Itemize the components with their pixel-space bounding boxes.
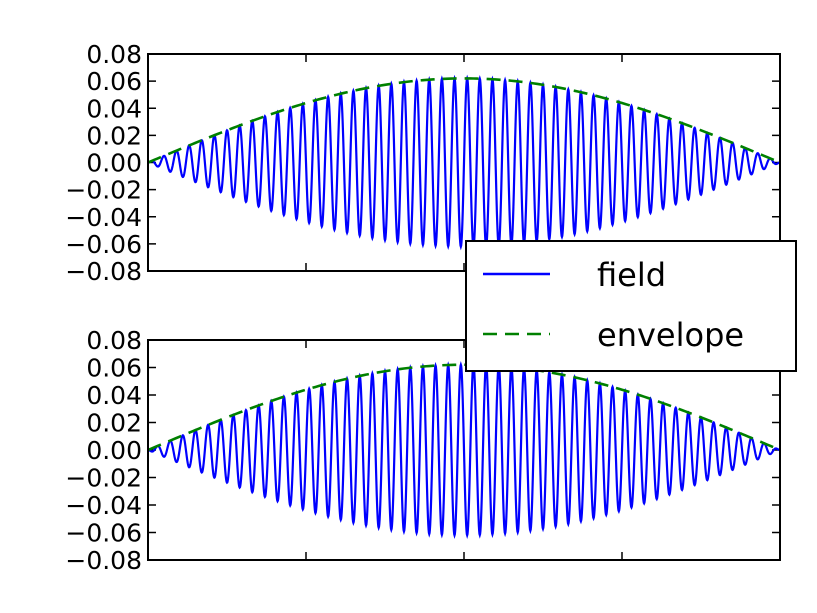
- top-y-tick-label: 0.02: [86, 121, 142, 150]
- top-axes: 0.080.060.040.020.00−0.02−0.04−0.06−0.08: [65, 40, 781, 286]
- top-y-tick-label: −0.04: [65, 203, 142, 232]
- bottom-y-tick-label: −0.08: [65, 546, 142, 575]
- legend-field-label: field: [597, 256, 666, 294]
- bottom-y-tick-label: 0.02: [86, 409, 142, 438]
- legend-box: [465, 240, 797, 372]
- top-y-tick-label: 0.08: [86, 40, 142, 69]
- bottom-axes: 0.080.060.040.020.00−0.02−0.04−0.06−0.08: [65, 326, 781, 575]
- bottom-envelope-line: [147, 363, 781, 452]
- top-y-tick-label: −0.08: [65, 257, 142, 286]
- bottom-y-tick-label: 0.08: [86, 326, 142, 355]
- top-axes-frame: [147, 53, 781, 272]
- bottom-y-tick-label: 0.04: [86, 381, 142, 410]
- top-y-tick-label: 0.00: [86, 149, 142, 178]
- bottom-y-tick-label: 0.06: [86, 354, 142, 383]
- top-y-tick-label: −0.02: [65, 176, 142, 205]
- top-y-tick-label: 0.04: [86, 94, 142, 123]
- bottom-y-tick-label: −0.02: [65, 464, 142, 493]
- legend-envelope-label: envelope: [597, 316, 744, 354]
- bottom-y-tick-label: −0.04: [65, 491, 142, 520]
- bottom-axes-frame: [147, 339, 781, 561]
- bottom-y-tick-label: −0.06: [65, 519, 142, 548]
- top-y-tick-labels: 0.080.060.040.020.00−0.02−0.04−0.06−0.08: [65, 40, 142, 286]
- top-field-line: [147, 74, 781, 251]
- top-envelope-line: [147, 77, 781, 164]
- bottom-field-line: [147, 360, 781, 540]
- bottom-y-tick-label: 0.00: [86, 436, 142, 465]
- top-y-tick-label: −0.06: [65, 230, 142, 259]
- top-y-tick-label: 0.06: [86, 67, 142, 96]
- bottom-y-tick-labels: 0.080.060.040.020.00−0.02−0.04−0.06−0.08: [65, 326, 142, 575]
- legend: field envelope: [465, 240, 797, 372]
